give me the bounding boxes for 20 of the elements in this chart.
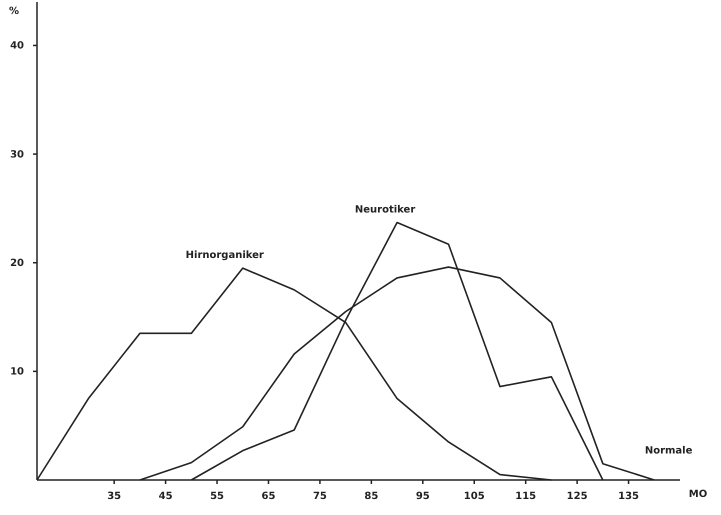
y-tick-label: 40: [10, 40, 24, 52]
x-tick-label: 75: [312, 491, 327, 502]
y-axis-title: %: [8, 6, 20, 17]
x-axis-title: MO: [688, 489, 708, 500]
series-label: Hirnorganiker: [186, 250, 264, 262]
x-tick-label: 125: [566, 491, 588, 502]
x-tick-label: 105: [464, 491, 485, 502]
x-tick-label: 45: [158, 491, 173, 502]
x-tick-label: 95: [416, 491, 430, 502]
x-tick-label: 115: [515, 491, 536, 502]
series-label: Neurotiker: [354, 204, 416, 216]
series-label: Normale: [644, 446, 693, 457]
x-tick-label: 55: [210, 491, 224, 502]
y-tick-label: 20: [10, 258, 24, 269]
y-tick-label: 30: [10, 149, 24, 160]
x-tick-label: 135: [618, 491, 640, 502]
x-tick-label: 35: [107, 491, 122, 502]
x-tick-label: 65: [262, 491, 276, 502]
y-tick-label: 10: [10, 366, 24, 378]
x-tick-label: 85: [364, 491, 378, 502]
